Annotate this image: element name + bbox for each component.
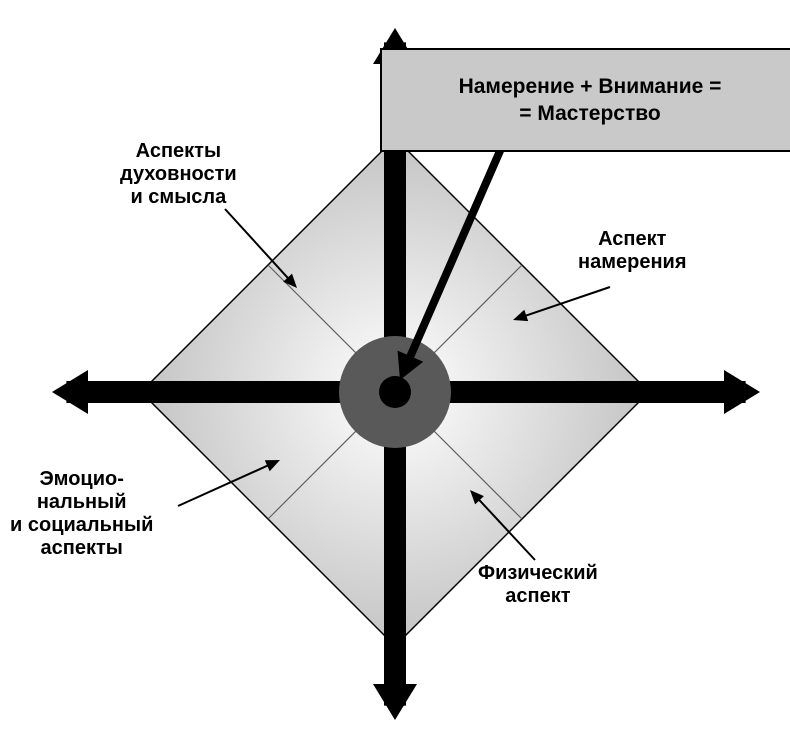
callout-box: Намерение + Внимание = = Мастерство [380, 48, 790, 152]
callout-line-1: Намерение + Внимание = [459, 73, 722, 100]
label-top-left: Аспекты духовности и смысла [120, 140, 237, 209]
label-bottom-right: Физический аспект [478, 562, 598, 608]
label-top-right: Аспект намерения [578, 228, 687, 274]
callout-line-2: = Мастерство [519, 100, 660, 127]
label-bottom-left: Эмоцио- нальный и социальный аспекты [10, 468, 153, 560]
center-disc [339, 336, 451, 448]
diagram-canvas: Намерение + Внимание = = Мастерство Аспе… [0, 0, 790, 733]
